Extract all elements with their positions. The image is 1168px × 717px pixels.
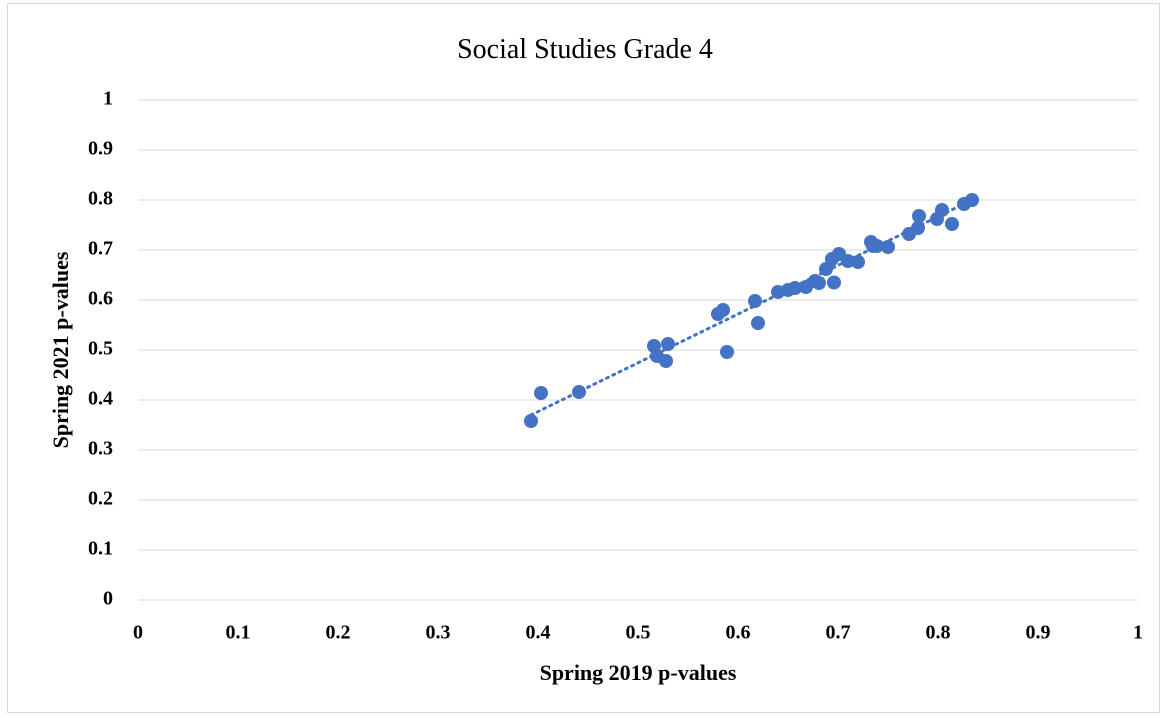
x-tick-label: 1	[1133, 622, 1143, 644]
x-tick-label: 0.6	[726, 622, 751, 644]
scatter-point	[788, 281, 802, 295]
scatter-point	[716, 303, 730, 317]
scatter-point	[659, 354, 673, 368]
scatter-point	[812, 276, 826, 290]
scatter-point	[912, 209, 926, 223]
y-tick-label: 0.8	[88, 188, 113, 210]
scatter-point	[751, 316, 765, 330]
y-tick-label: 0.5	[88, 338, 113, 360]
y-tick-label: 0.1	[88, 538, 113, 560]
y-tick-label: 0.3	[88, 438, 113, 460]
scatter-point	[881, 240, 895, 254]
y-tick-label: 0.6	[88, 288, 113, 310]
scatter-point	[572, 385, 586, 399]
scatter-point	[945, 217, 959, 231]
y-tick-label: 1	[103, 88, 113, 110]
scatter-point	[534, 386, 548, 400]
scatter-point	[748, 294, 762, 308]
y-tick-label: 0.2	[88, 488, 113, 510]
x-tick-label: 0.2	[326, 622, 351, 644]
chart-title: Social Studies Grade 4	[457, 34, 713, 65]
scatter-point	[851, 255, 865, 269]
x-tick-label: 0.5	[626, 622, 651, 644]
chart-border	[7, 3, 1160, 713]
x-axis-title: Spring 2019 p-values	[540, 660, 737, 685]
scatter-point	[935, 203, 949, 217]
y-tick-label: 0	[103, 588, 113, 610]
x-tick-label: 0	[133, 622, 143, 644]
x-tick-label: 0.7	[826, 622, 851, 644]
scatter-point	[720, 345, 734, 359]
y-tick-label: 0.9	[88, 138, 113, 160]
x-tick-label: 0.4	[526, 622, 551, 644]
trendline	[529, 198, 974, 417]
x-tick-label: 0.8	[926, 622, 951, 644]
scatter-point	[911, 221, 925, 235]
scatter-point	[524, 414, 538, 428]
scatter-point	[661, 337, 675, 351]
scatter-point	[965, 193, 979, 207]
scatter-point	[870, 239, 884, 253]
y-axis-title: Spring 2021 p-values	[48, 251, 73, 448]
x-tick-label: 0.9	[1026, 622, 1051, 644]
scatter-point	[827, 275, 841, 290]
x-tick-label: 0.1	[226, 622, 251, 644]
x-tick-label: 0.3	[426, 622, 451, 644]
y-tick-label: 0.7	[88, 238, 113, 260]
y-tick-label: 0.4	[88, 388, 113, 410]
